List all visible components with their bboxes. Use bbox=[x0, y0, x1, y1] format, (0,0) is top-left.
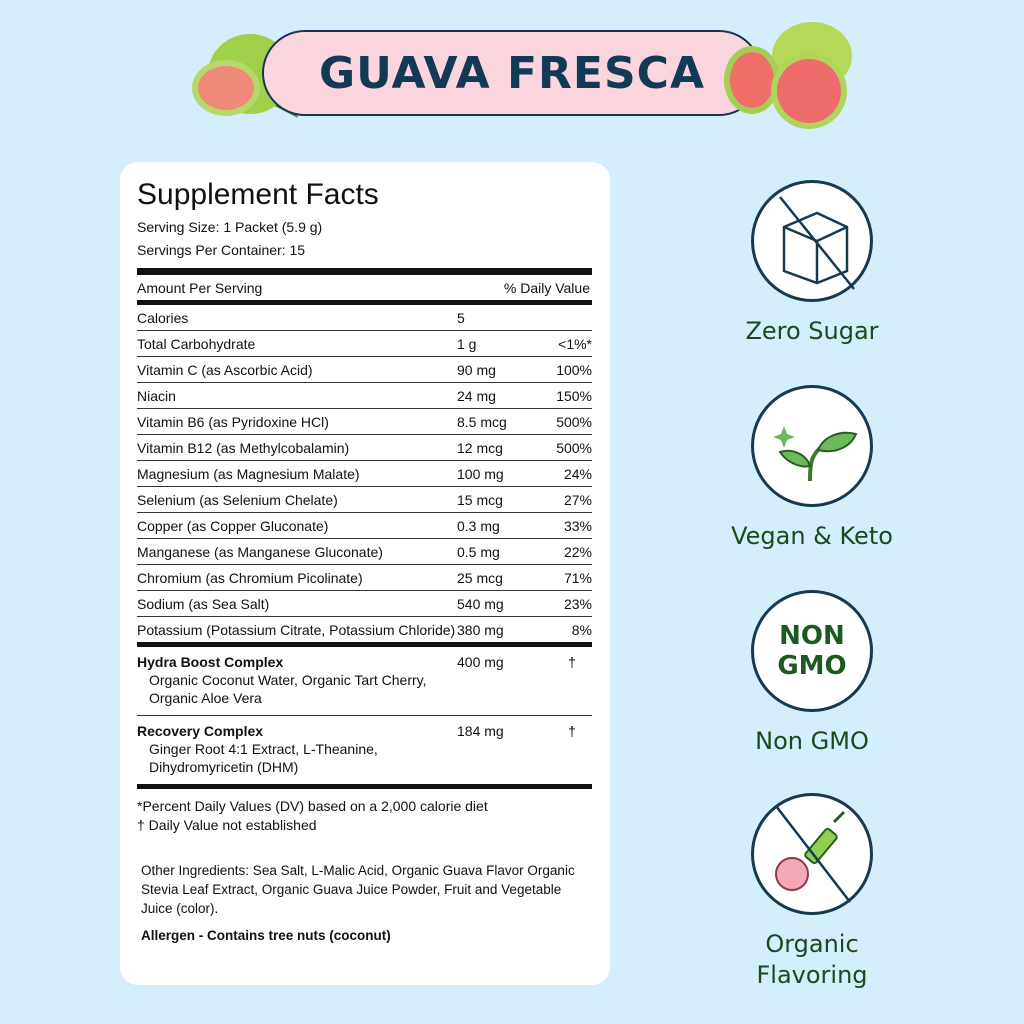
badge-label: Organic Flavoring bbox=[756, 930, 868, 989]
nutrient-row: Manganese (as Manganese Gluconate) 0.5 mg… bbox=[137, 539, 592, 565]
complex-name: Hydra Boost Complex bbox=[137, 654, 284, 670]
non-gmo-icon-text: NON bbox=[779, 621, 845, 651]
complex-dv: † bbox=[568, 723, 576, 739]
nutrient-row: Selenium (as Selenium Chelate) 15 mcg 27% bbox=[137, 487, 592, 513]
nutrient-amount: 24 mg bbox=[457, 388, 496, 404]
nutrient-row: Potassium (Potassium Citrate, Potassium … bbox=[137, 617, 592, 642]
nutrient-name: Total Carbohydrate bbox=[137, 336, 256, 352]
nutrient-row: Sodium (as Sea Salt) 540 mg 23% bbox=[137, 591, 592, 617]
nutrient-name: Vitamin B12 (as Methylcobalamin) bbox=[137, 440, 350, 456]
nutrient-dv: 100% bbox=[556, 362, 592, 378]
nutrient-dv: 500% bbox=[556, 414, 592, 430]
sprout-icon bbox=[751, 385, 873, 507]
nutrient-amount: 12 mcg bbox=[457, 440, 503, 456]
nutrient-dv: <1%* bbox=[558, 336, 592, 352]
nutrient-row: Vitamin B6 (as Pyridoxine HCl) 8.5 mcg 500… bbox=[137, 409, 592, 435]
nutrient-name: Calories bbox=[137, 310, 189, 326]
nutrient-name: Magnesium (as Magnesium Malate) bbox=[137, 466, 360, 482]
nutrient-dv: 22% bbox=[563, 544, 592, 560]
nutrient-dv: 24% bbox=[563, 466, 592, 482]
dv-footnote: *Percent Daily Values (DV) based on a 2,… bbox=[137, 798, 488, 814]
serving-size: Serving Size: 1 Packet (5.9 g) bbox=[137, 219, 323, 235]
divider bbox=[137, 715, 592, 716]
nutrient-amount: 1 g bbox=[457, 336, 477, 352]
complex-row: Recovery Complex Ginger Root 4:1 Extract,… bbox=[137, 716, 592, 784]
complex-dv: † bbox=[568, 654, 576, 670]
nutrient-row: Niacin 24 mg 150% bbox=[137, 383, 592, 409]
complex-ingredients: Organic Coconut Water, Organic Tart Cher… bbox=[149, 672, 427, 706]
nutrient-amount: 8.5 mcg bbox=[457, 414, 507, 430]
product-title: GUAVA FRESCA bbox=[318, 47, 706, 99]
nutrient-name: Vitamin B6 (as Pyridoxine HCl) bbox=[137, 414, 329, 430]
badge-label: Zero Sugar bbox=[745, 317, 879, 345]
badge-label: Non GMO bbox=[755, 727, 869, 755]
nutrient-name: Selenium (as Selenium Chelate) bbox=[137, 492, 338, 508]
nutrient-amount: 15 mcg bbox=[457, 492, 503, 508]
complex-table: Hydra Boost Complex Organic Coconut Water… bbox=[137, 647, 592, 784]
nutrient-name: Copper (as Copper Gluconate) bbox=[137, 518, 329, 534]
nutrient-dv: 33% bbox=[563, 518, 592, 534]
badge-organic-flavoring: Organic Flavoring bbox=[712, 793, 912, 991]
divider bbox=[137, 784, 592, 789]
column-header: Amount Per Serving % Daily Value bbox=[137, 275, 592, 300]
nutrient-name: Sodium (as Sea Salt) bbox=[137, 596, 270, 612]
nutrient-dv: 27% bbox=[563, 492, 592, 508]
nutrient-name: Potassium (Potassium Citrate, Potassium … bbox=[137, 622, 456, 638]
complex-amount: 184 mg bbox=[457, 723, 504, 739]
nutrient-amount: 0.3 mg bbox=[457, 518, 500, 534]
badge-zero-sugar: Zero Sugar bbox=[712, 180, 912, 347]
nutrient-row: Copper (as Copper Gluconate) 0.3 mg 33% bbox=[137, 513, 592, 539]
nutrient-table: Calories 5 Total Carbohydrate 1 g <1%* Vitami… bbox=[137, 305, 592, 642]
nutrient-dv: 71% bbox=[563, 570, 592, 586]
nutrient-row: Total Carbohydrate 1 g <1%* bbox=[137, 331, 592, 357]
nutrient-row: Magnesium (as Magnesium Malate) 100 mg 24% bbox=[137, 461, 592, 487]
nutrient-dv: 500% bbox=[556, 440, 592, 456]
title-banner: GUAVA FRESCA bbox=[262, 30, 762, 116]
nutrient-row: Vitamin C (as Ascorbic Acid) 90 mg 100% bbox=[137, 357, 592, 383]
divider bbox=[137, 300, 592, 305]
nutrient-amount: 100 mg bbox=[457, 466, 504, 482]
supplement-facts-panel: Supplement Facts Serving Size: 1 Packet … bbox=[120, 162, 610, 985]
nutrient-dv: 8% bbox=[571, 622, 592, 638]
divider bbox=[137, 642, 592, 647]
complex-name: Recovery Complex bbox=[137, 723, 264, 739]
complex-amount: 400 mg bbox=[457, 654, 504, 670]
nutrient-name: Niacin bbox=[137, 388, 176, 404]
non-gmo-icon-text: GMO bbox=[777, 651, 847, 681]
allergen-statement: Allergen - Contains tree nuts (coconut) bbox=[141, 928, 391, 943]
complex-ingredients: Ginger Root 4:1 Extract, L-Theanine, Dih… bbox=[149, 741, 378, 775]
nutrient-dv: 150% bbox=[556, 388, 592, 404]
nutrient-dv bbox=[532, 309, 592, 327]
nutrient-amount: 90 mg bbox=[457, 362, 496, 378]
daily-value-label: % Daily Value bbox=[503, 280, 590, 296]
complex-row: Hydra Boost Complex Organic Coconut Water… bbox=[137, 647, 592, 715]
divider bbox=[137, 268, 592, 275]
no-sugar-cube-icon bbox=[751, 180, 873, 302]
footnotes: *Percent Daily Values (DV) based on a 2,… bbox=[137, 797, 592, 835]
nutrient-amount: 540 mg bbox=[457, 596, 504, 612]
badge-vegan-keto: Vegan & Keto bbox=[712, 385, 912, 552]
servings-per-container: Servings Per Container: 15 bbox=[137, 242, 306, 258]
non-gmo-icon: NON GMO bbox=[751, 590, 873, 712]
badge-label: Vegan & Keto bbox=[731, 522, 893, 550]
nutrient-amount: 25 mcg bbox=[457, 570, 503, 586]
nutrient-amount: 0.5 mg bbox=[457, 544, 500, 560]
other-ingredients: Other Ingredients: Sea Salt, L-Malic Aci… bbox=[141, 863, 575, 916]
nutrient-name: Vitamin C (as Ascorbic Acid) bbox=[137, 362, 313, 378]
nutrient-row: Calories 5 bbox=[137, 305, 592, 331]
nutrient-row: Chromium (as Chromium Picolinate) 25 mcg 7… bbox=[137, 565, 592, 591]
nutrient-name: Chromium (as Chromium Picolinate) bbox=[137, 570, 363, 586]
dagger-footnote: † Daily Value not established bbox=[137, 817, 317, 833]
no-syringe-peach-icon bbox=[751, 793, 873, 915]
guava-fruit-right-image bbox=[724, 22, 852, 129]
nutrient-dv: 23% bbox=[563, 596, 592, 612]
nutrient-name: Manganese (as Manganese Gluconate) bbox=[137, 544, 383, 560]
nutrient-row: Vitamin B12 (as Methylcobalamin) 12 mcg 50… bbox=[137, 435, 592, 461]
facts-heading: Supplement Facts bbox=[137, 178, 379, 211]
badge-non-gmo: NON GMO Non GMO bbox=[712, 590, 912, 757]
nutrient-amount: 380 mg bbox=[457, 622, 504, 638]
amount-per-serving-label: Amount Per Serving bbox=[137, 280, 263, 296]
nutrient-amount: 5 bbox=[457, 310, 465, 326]
